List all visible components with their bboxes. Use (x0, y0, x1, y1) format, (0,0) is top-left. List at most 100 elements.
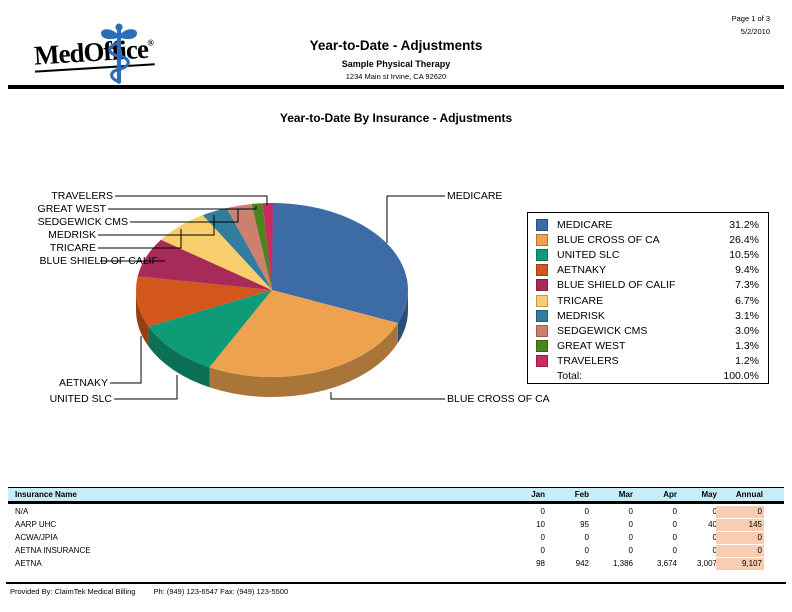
table-cell: 1,386 (612, 559, 633, 568)
table-row: AETNA INSURANCE 0 0 0 0 0 0 (0, 544, 792, 557)
table-cell-insurance-name: N/A (15, 507, 29, 516)
pie-slice-side (397, 290, 408, 344)
legend-value: 26.4% (729, 233, 759, 246)
legend-swatch (536, 279, 548, 292)
legend-swatch (536, 294, 548, 307)
legend-label: GREAT WEST (557, 340, 626, 353)
column-header-feb: Feb (574, 490, 589, 499)
chart-legend: MEDICARE 31.2% BLUE CROSS OF CA 26.4% UNITED… (527, 212, 769, 384)
table-cell: 0 (584, 507, 589, 516)
table-cell: 0 (672, 507, 677, 516)
callout-line (110, 336, 142, 384)
legend-label: SEDGEWICK CMS (557, 324, 648, 337)
table-cell: 3,007 (696, 559, 717, 568)
annual-cell: 0 (716, 544, 764, 557)
report-title: Year-to-Date - Adjustments (309, 38, 483, 53)
callout-line (98, 229, 182, 249)
footer-phone: Ph: (949) 123-6547 Fax: (949) 123-5500 (153, 587, 289, 596)
legend-swatch (536, 248, 548, 261)
callout-label-united-slc: UNITED SLC (49, 393, 112, 405)
table-cell: 3,674 (656, 559, 677, 568)
table-cell: 0 (540, 533, 545, 542)
table-cell: 0 (712, 533, 717, 542)
table-cell: 0 (628, 533, 633, 542)
legend-total-label: Total: (557, 370, 583, 383)
legend-swatch (536, 355, 548, 368)
callout-label-medicare: MEDICARE (447, 190, 503, 202)
callout-line (114, 375, 178, 400)
table-row: ACWA/JPIA 0 0 0 0 0 0 (0, 531, 792, 544)
callout-label-tricare: TRICARE (49, 242, 96, 254)
table-cell: 0 (672, 533, 677, 542)
table-cell: 0 (584, 546, 589, 555)
legend-label: AETNAKY (557, 264, 607, 277)
legend-swatch (536, 218, 548, 231)
legend-row: SEDGEWICK CMS 3.0% (536, 323, 759, 338)
legend-value: 3.0% (735, 324, 759, 337)
pie-slice (148, 290, 272, 368)
legend-row: TRAVELERS 1.2% (536, 354, 759, 369)
caduceus-icon (100, 23, 138, 84)
pie-slice-side (148, 326, 210, 388)
pie-slice (272, 203, 408, 324)
legend-row: TRICARE 6.7% (536, 293, 759, 308)
pie-slice-side (209, 323, 398, 397)
annual-cell: 145 (716, 518, 764, 531)
legend-swatch (536, 233, 548, 246)
report-date: 5/2/2010 (740, 27, 770, 36)
legend-row: MEDRISK 3.1% (536, 308, 759, 323)
table-header-rule (8, 501, 784, 504)
callout-line (115, 195, 268, 205)
column-header-jan: Jan (531, 490, 545, 499)
legend-row: MEDICARE 31.2% (536, 217, 759, 232)
legend-label: MEDICARE (557, 218, 613, 231)
callout-label-medrisk: MEDRISK (48, 229, 96, 241)
callout-label-blue-cross: BLUE CROSS OF CA (447, 393, 550, 405)
legend-value: 9.4% (735, 264, 759, 277)
callout-label-blue-shield: BLUE SHIELD OF CALIF (39, 255, 158, 267)
chart-title: Year-to-Date By Insurance - Adjustments (279, 111, 513, 125)
pie-slice (251, 203, 272, 290)
table-header-row: Insurance Name Jan Feb Mar Apr May Annua… (8, 487, 784, 502)
annual-cell: 9,107 (716, 557, 764, 570)
table-cell: 0 (712, 507, 717, 516)
legend-value: 3.1% (735, 309, 759, 322)
table-cell-insurance-name: AETNA INSURANCE (15, 546, 91, 555)
table-cell-insurance-name: AETNA (15, 559, 42, 568)
legend-label: TRICARE (557, 294, 604, 307)
legend-swatch (536, 340, 548, 353)
callout-line (98, 215, 215, 236)
table-cell: 95 (580, 520, 589, 529)
legend-value: 10.5% (729, 248, 759, 261)
pie-slice (226, 203, 272, 290)
header-rule (8, 85, 784, 89)
legend-value: 31.2% (729, 218, 759, 231)
table-row: N/A 0 0 0 0 0 0 (0, 505, 792, 518)
table-cell: 0 (584, 533, 589, 542)
legend-label: BLUE SHIELD OF CALIF (557, 279, 676, 292)
table-cell: 0 (628, 520, 633, 529)
annual-cell: 0 (716, 505, 764, 518)
callout-label-great-west: GREAT WEST (37, 203, 106, 215)
page-number: Page 1 of 3 (731, 14, 770, 23)
legend-row: GREAT WEST 1.3% (536, 339, 759, 354)
legend-row: BLUE SHIELD OF CALIF 7.3% (536, 278, 759, 293)
table-cell: 10 (536, 520, 545, 529)
column-header-insurance-name: Insurance Name (15, 490, 77, 499)
legend-row: BLUE CROSS OF CA 26.4% (536, 232, 759, 247)
callout-line (386, 195, 445, 243)
column-header-apr: Apr (663, 490, 677, 499)
legend-value: 6.7% (735, 294, 759, 307)
legend-value: 1.2% (735, 355, 759, 368)
table-cell: 0 (672, 546, 677, 555)
legend-row: UNITED SLC 10.5% (536, 247, 759, 262)
legend-total-row: Total: 100.0% (536, 369, 759, 384)
legend-value: 1.3% (735, 340, 759, 353)
legend-value: 7.3% (735, 279, 759, 292)
callout-label-sedgewick: SEDGEWICK CMS (37, 216, 128, 228)
callout-line (330, 392, 445, 400)
annual-cell: 0 (716, 531, 764, 544)
table-cell: 40 (708, 520, 717, 529)
